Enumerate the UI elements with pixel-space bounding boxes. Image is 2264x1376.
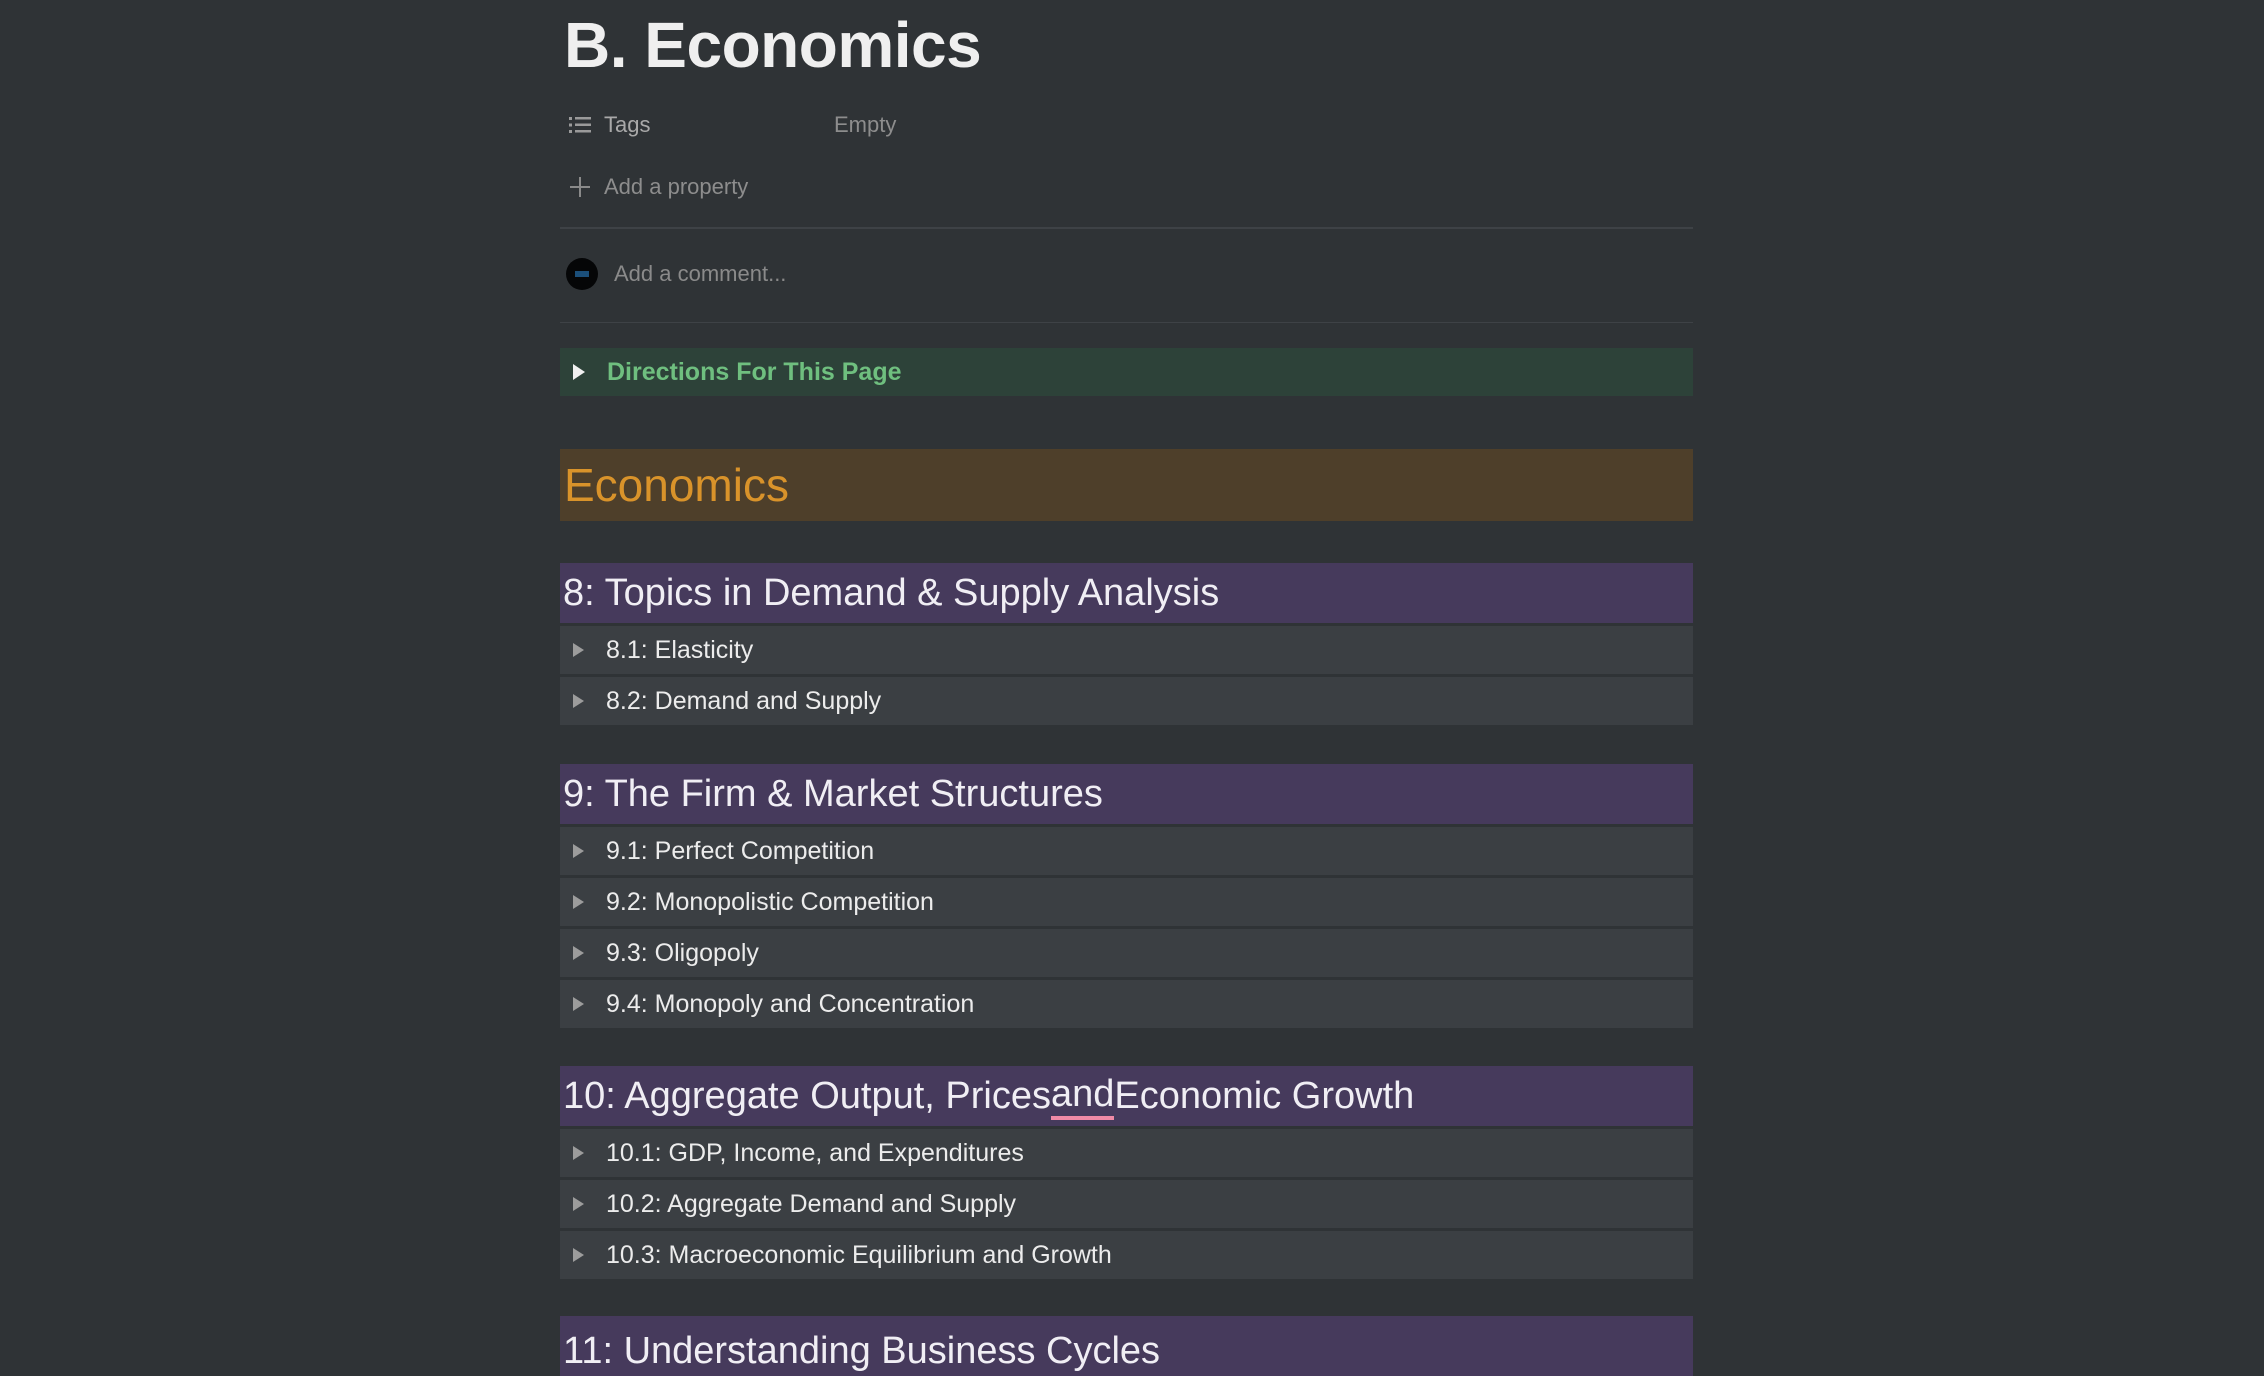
toggle-item[interactable]: 10.2: Aggregate Demand and Supply	[560, 1180, 1693, 1228]
triangle-right-icon[interactable]	[573, 694, 584, 708]
toggle-label: 9.3: Oligopoly	[606, 938, 759, 967]
triangle-right-icon[interactable]	[573, 1146, 584, 1160]
toggle-item[interactable]: 10.1: GDP, Income, and Expenditures	[560, 1129, 1693, 1177]
section-10: 10: Aggregate Output, Prices and Economi…	[560, 1066, 1693, 1279]
section-heading: 8: Topics in Demand & Supply Analysis	[560, 563, 1693, 623]
toggle-item[interactable]: 9.2: Monopolistic Competition	[560, 878, 1693, 926]
plus-icon	[568, 175, 592, 199]
triangle-right-icon[interactable]	[573, 1248, 584, 1262]
section-8: 8: Topics in Demand & Supply Analysis 8.…	[560, 563, 1693, 725]
section-heading: 10: Aggregate Output, Prices and Economi…	[560, 1066, 1693, 1126]
toggle-item[interactable]: 9.4: Monopoly and Concentration	[560, 980, 1693, 1028]
toggle-label: 8.2: Demand and Supply	[606, 686, 882, 715]
page-title[interactable]: B. Economics	[564, 9, 982, 81]
toggle-item[interactable]: 8.1: Elasticity	[560, 626, 1693, 674]
toggle-label: 9.1: Perfect Competition	[606, 836, 875, 865]
directions-label: Directions For This Page	[607, 357, 902, 386]
toggle-label: 9.4: Monopoly and Concentration	[606, 989, 975, 1018]
triangle-right-icon[interactable]	[573, 364, 585, 380]
triangle-right-icon[interactable]	[573, 1197, 584, 1211]
toggle-label: 8.1: Elasticity	[606, 635, 754, 664]
toggle-label: 10.2: Aggregate Demand and Supply	[606, 1189, 1017, 1218]
triangle-right-icon[interactable]	[573, 844, 584, 858]
toggle-label: 10.1: GDP, Income, and Expenditures	[606, 1138, 1024, 1167]
tags-label: Tags	[604, 112, 651, 137]
divider	[560, 227, 1693, 229]
avatar	[566, 258, 598, 290]
tags-value[interactable]: Empty	[834, 112, 897, 137]
section-11: 11: Understanding Business Cycles	[560, 1316, 1693, 1376]
add-property-button[interactable]: Add a property	[568, 174, 748, 200]
add-property-label: Add a property	[604, 174, 749, 199]
toggle-label: 10.3: Macroeconomic Equilibrium and Grow…	[606, 1240, 1112, 1269]
directions-toggle[interactable]: Directions For This Page	[560, 348, 1693, 396]
comment-row[interactable]: Add a comment...	[566, 258, 786, 290]
section-9: 9: The Firm & Market Structures 9.1: Per…	[560, 764, 1693, 1028]
toggle-item[interactable]: 8.2: Demand and Supply	[560, 677, 1693, 725]
divider	[560, 322, 1693, 323]
toggle-item[interactable]: 9.3: Oligopoly	[560, 929, 1693, 977]
triangle-right-icon[interactable]	[573, 946, 584, 960]
triangle-right-icon[interactable]	[573, 895, 584, 909]
toggle-item[interactable]: 9.1: Perfect Competition	[560, 827, 1693, 875]
toggle-item[interactable]: 10.3: Macroeconomic Equilibrium and Grow…	[560, 1231, 1693, 1279]
triangle-right-icon[interactable]	[573, 643, 584, 657]
economics-heading: Economics	[560, 449, 1693, 521]
section-heading: 9: The Firm & Market Structures	[560, 764, 1693, 824]
toggle-label: 9.2: Monopolistic Competition	[606, 887, 934, 916]
heading-text: 10: Aggregate Output, Prices	[563, 1074, 1051, 1117]
comment-input[interactable]: Add a comment...	[614, 261, 787, 286]
section-heading: 11: Understanding Business Cycles	[560, 1316, 1693, 1376]
heading-text: Economic Growth	[1114, 1074, 1415, 1117]
triangle-right-icon[interactable]	[573, 997, 584, 1011]
property-tags[interactable]: Tags Empty	[568, 112, 896, 138]
list-icon	[568, 113, 592, 137]
spellcheck-underlined-word[interactable]: and	[1050, 1073, 1115, 1120]
